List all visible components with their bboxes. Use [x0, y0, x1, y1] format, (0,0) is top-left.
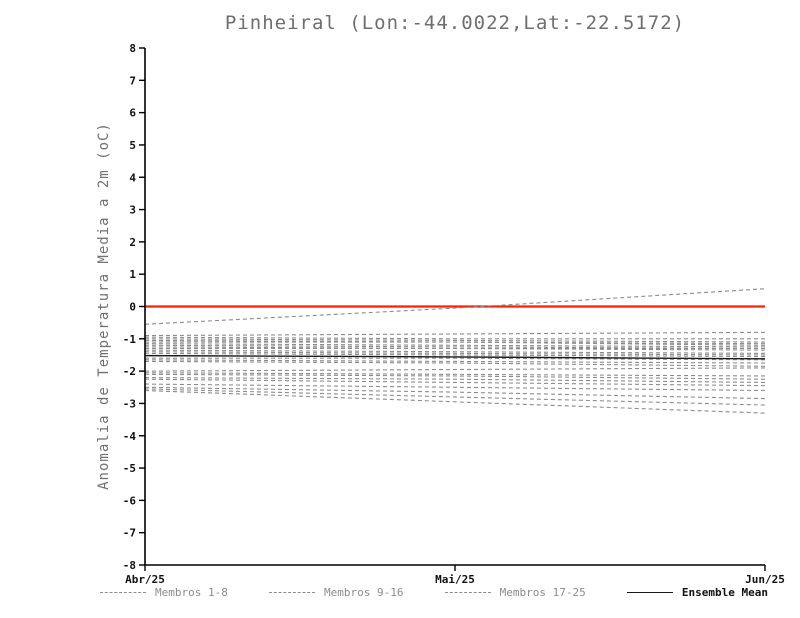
x-axis-ticks: Abr/25 Mai/25 Jun/25	[125, 565, 785, 586]
svg-text:Abr/25: Abr/25	[125, 573, 165, 586]
dashed-line-sample	[444, 592, 491, 593]
svg-text:-5: -5	[123, 462, 136, 475]
chart-title: Pinheiral (Lon:-44.0022,Lat:-22.5172)	[224, 12, 686, 34]
y-axis-ticks: -8 -7 -6 -5 -4 -3 -2 -1 0 1 2 3 4 5 6 7 8	[123, 42, 145, 572]
svg-text:-1: -1	[123, 333, 137, 346]
dashed-line-sample	[269, 592, 316, 593]
legend-label: Membros 17-25	[499, 586, 586, 599]
svg-text:-4: -4	[123, 430, 137, 443]
svg-text:1: 1	[129, 268, 136, 281]
svg-text:-8: -8	[123, 559, 136, 572]
svg-text:8: 8	[129, 42, 136, 55]
svg-text:3: 3	[129, 204, 136, 217]
svg-text:2: 2	[129, 236, 136, 249]
legend-item-members-17-25: Membros 17-25	[444, 586, 586, 599]
legend-label: Membros 1-8	[155, 586, 228, 599]
svg-text:7: 7	[129, 74, 136, 87]
legend-item-members-1-8: Membros 1-8	[100, 586, 228, 599]
legend-item-members-9-16: Membros 9-16	[269, 586, 404, 599]
svg-text:Jun/25: Jun/25	[745, 573, 785, 586]
solid-line-sample	[626, 592, 673, 593]
svg-text:5: 5	[129, 139, 136, 152]
ensemble-members-lines	[144, 288, 766, 414]
legend-label: Membros 9-16	[324, 586, 404, 599]
svg-text:Mai/25: Mai/25	[435, 573, 475, 586]
legend-label: Ensemble Mean	[681, 586, 768, 599]
svg-text:-6: -6	[123, 494, 137, 507]
svg-text:4: 4	[129, 171, 136, 184]
svg-text:-7: -7	[123, 527, 136, 540]
chart-legend: Membros 1-8 Membros 9-16 Membros 17-25 E…	[100, 586, 768, 599]
svg-text:6: 6	[129, 107, 136, 120]
dashed-line-sample	[100, 592, 146, 593]
ensemble-mean-line	[144, 354, 766, 360]
svg-text:0: 0	[129, 301, 136, 314]
svg-text:-3: -3	[123, 397, 136, 410]
legend-item-ensemble-mean: Ensemble Mean	[626, 586, 768, 599]
svg-text:-2: -2	[123, 365, 136, 378]
